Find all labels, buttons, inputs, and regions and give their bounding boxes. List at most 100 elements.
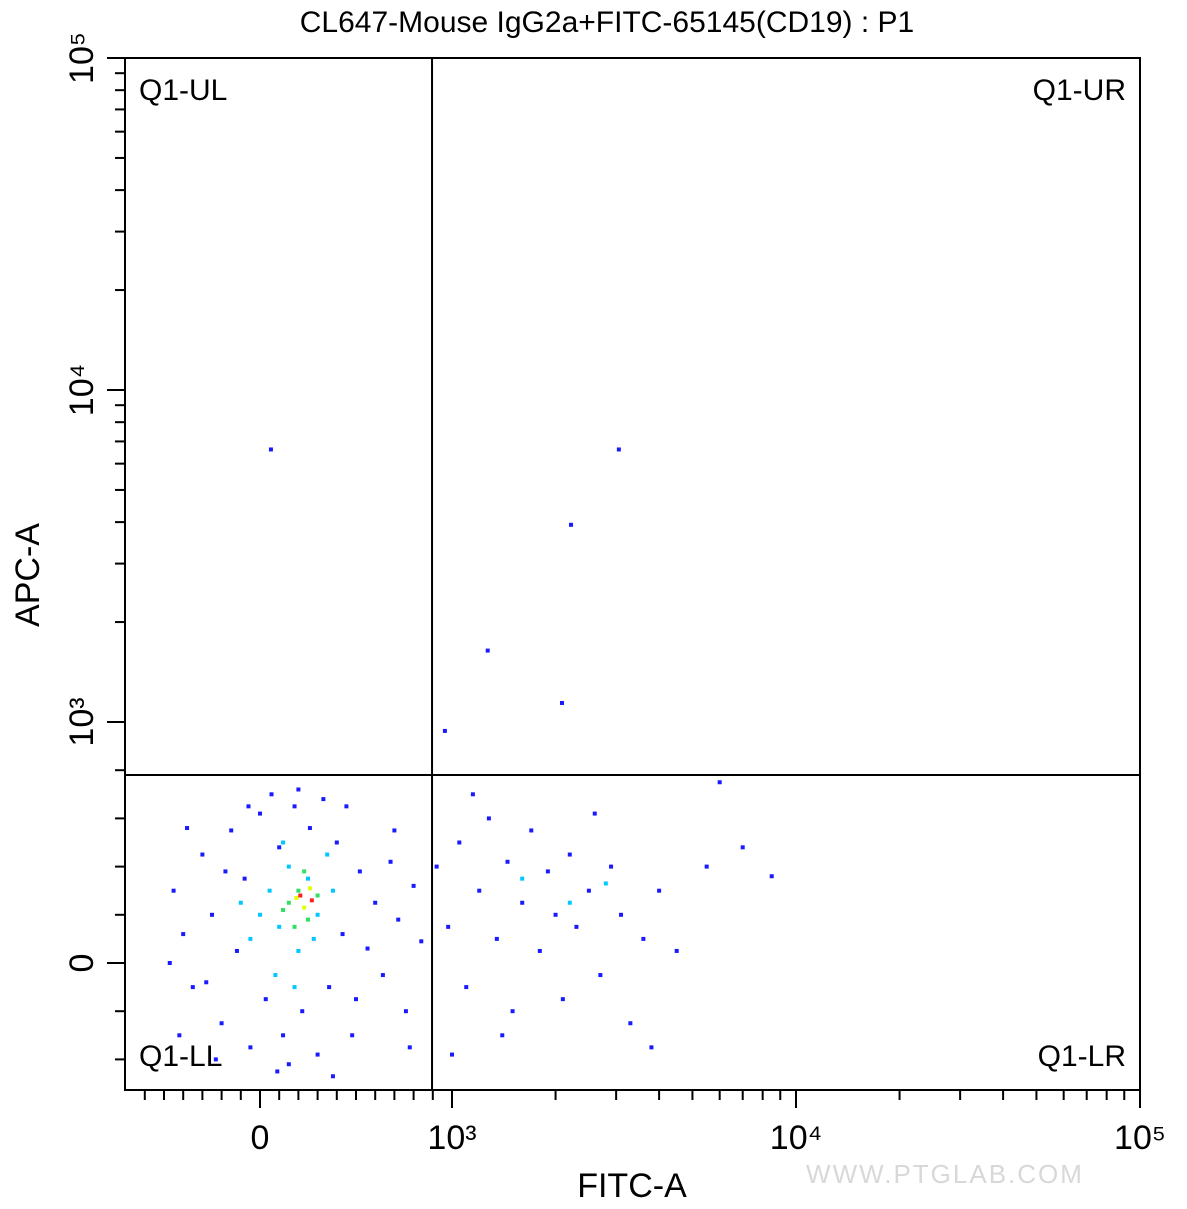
- event-point: [307, 886, 312, 891]
- event-point: [486, 816, 491, 821]
- y-tick-label: 0: [63, 954, 101, 973]
- event-point: [446, 924, 451, 929]
- y-axis-label: APC-A: [9, 523, 47, 627]
- event-point: [248, 1045, 253, 1050]
- event-point: [281, 840, 286, 845]
- event-point: [327, 985, 332, 990]
- event-point: [344, 804, 349, 809]
- event-point: [296, 787, 301, 792]
- event-point: [657, 888, 662, 893]
- event-point: [357, 869, 362, 874]
- event-point: [559, 700, 564, 705]
- event-point: [309, 898, 314, 903]
- event-point: [769, 874, 774, 879]
- event-point: [560, 997, 565, 1002]
- event-point: [403, 1009, 408, 1014]
- event-point: [500, 1033, 505, 1038]
- event-point: [229, 828, 234, 833]
- event-point: [569, 522, 574, 527]
- watermark: WWW.PTGLAB.COM: [806, 1159, 1084, 1189]
- event-point: [213, 1057, 218, 1062]
- event-point: [717, 780, 722, 785]
- y-tick-label: 10³: [63, 697, 101, 746]
- x-tick-label: 0: [251, 1119, 270, 1157]
- event-point: [292, 924, 297, 929]
- quadrant-label: Q1-UR: [1033, 74, 1126, 107]
- event-point: [238, 900, 243, 905]
- event-point: [505, 859, 510, 864]
- event-point: [302, 869, 307, 874]
- event-point: [392, 828, 397, 833]
- event-point: [281, 907, 286, 912]
- event-point: [334, 840, 339, 845]
- event-point: [520, 900, 525, 905]
- event-point: [603, 881, 608, 886]
- event-point: [300, 1009, 305, 1014]
- event-point: [306, 876, 310, 881]
- event-point: [267, 888, 272, 893]
- event-point: [457, 840, 462, 845]
- event-point: [296, 888, 301, 893]
- event-point: [315, 1052, 320, 1057]
- event-point: [177, 1033, 182, 1038]
- event-point: [315, 893, 320, 898]
- event-point: [171, 888, 176, 893]
- event-point: [258, 811, 262, 816]
- event-point: [298, 893, 303, 898]
- event-point: [302, 905, 307, 910]
- event-point: [609, 864, 614, 869]
- event-point: [263, 997, 268, 1002]
- event-point: [380, 973, 385, 978]
- event-point: [167, 961, 172, 965]
- event-point: [567, 852, 572, 857]
- event-point: [520, 876, 525, 881]
- event-point: [649, 1045, 654, 1050]
- event-point: [407, 1045, 412, 1050]
- event-point: [477, 888, 482, 893]
- event-point: [411, 883, 416, 888]
- x-tick-label: 10³: [427, 1119, 476, 1157]
- event-point: [307, 826, 312, 831]
- event-point: [592, 811, 597, 816]
- event-point: [296, 948, 301, 953]
- event-point: [388, 859, 393, 864]
- event-point: [223, 869, 228, 874]
- event-point: [553, 912, 558, 917]
- event-point: [210, 912, 214, 917]
- event-point: [275, 1069, 280, 1074]
- event-point: [450, 1052, 454, 1057]
- event-point: [294, 895, 299, 900]
- event-point: [704, 864, 709, 869]
- event-point: [619, 912, 624, 917]
- event-point: [598, 973, 603, 978]
- event-point: [248, 936, 253, 941]
- event-point: [674, 948, 679, 953]
- event-point: [586, 888, 591, 893]
- event-point: [321, 797, 326, 802]
- event-point: [470, 792, 475, 797]
- event-point: [396, 917, 401, 922]
- event-point: [311, 936, 316, 941]
- event-point: [268, 447, 273, 452]
- event-point: [219, 1021, 224, 1026]
- event-point: [545, 869, 550, 874]
- event-point: [190, 985, 195, 990]
- y-tick-label: 10⁵: [63, 32, 101, 84]
- event-point: [350, 1033, 355, 1038]
- event-point: [258, 912, 262, 917]
- event-point: [292, 804, 297, 809]
- event-point: [281, 1033, 286, 1038]
- event-point: [529, 828, 534, 833]
- event-point: [442, 728, 447, 733]
- event-point: [286, 900, 291, 905]
- event-point: [292, 985, 297, 990]
- x-axis-label: FITC-A: [577, 1167, 687, 1205]
- x-tick-label: 10⁴: [770, 1119, 822, 1157]
- event-point: [286, 864, 291, 869]
- plot-frame: [124, 57, 1141, 1091]
- x-tick-label: 10⁵: [1114, 1119, 1166, 1157]
- event-point: [273, 973, 278, 978]
- chart-title: CL647-Mouse IgG2a+FITC-65145(CD19) : P1: [300, 6, 914, 39]
- quadrant-label: Q1-LL: [139, 1040, 222, 1073]
